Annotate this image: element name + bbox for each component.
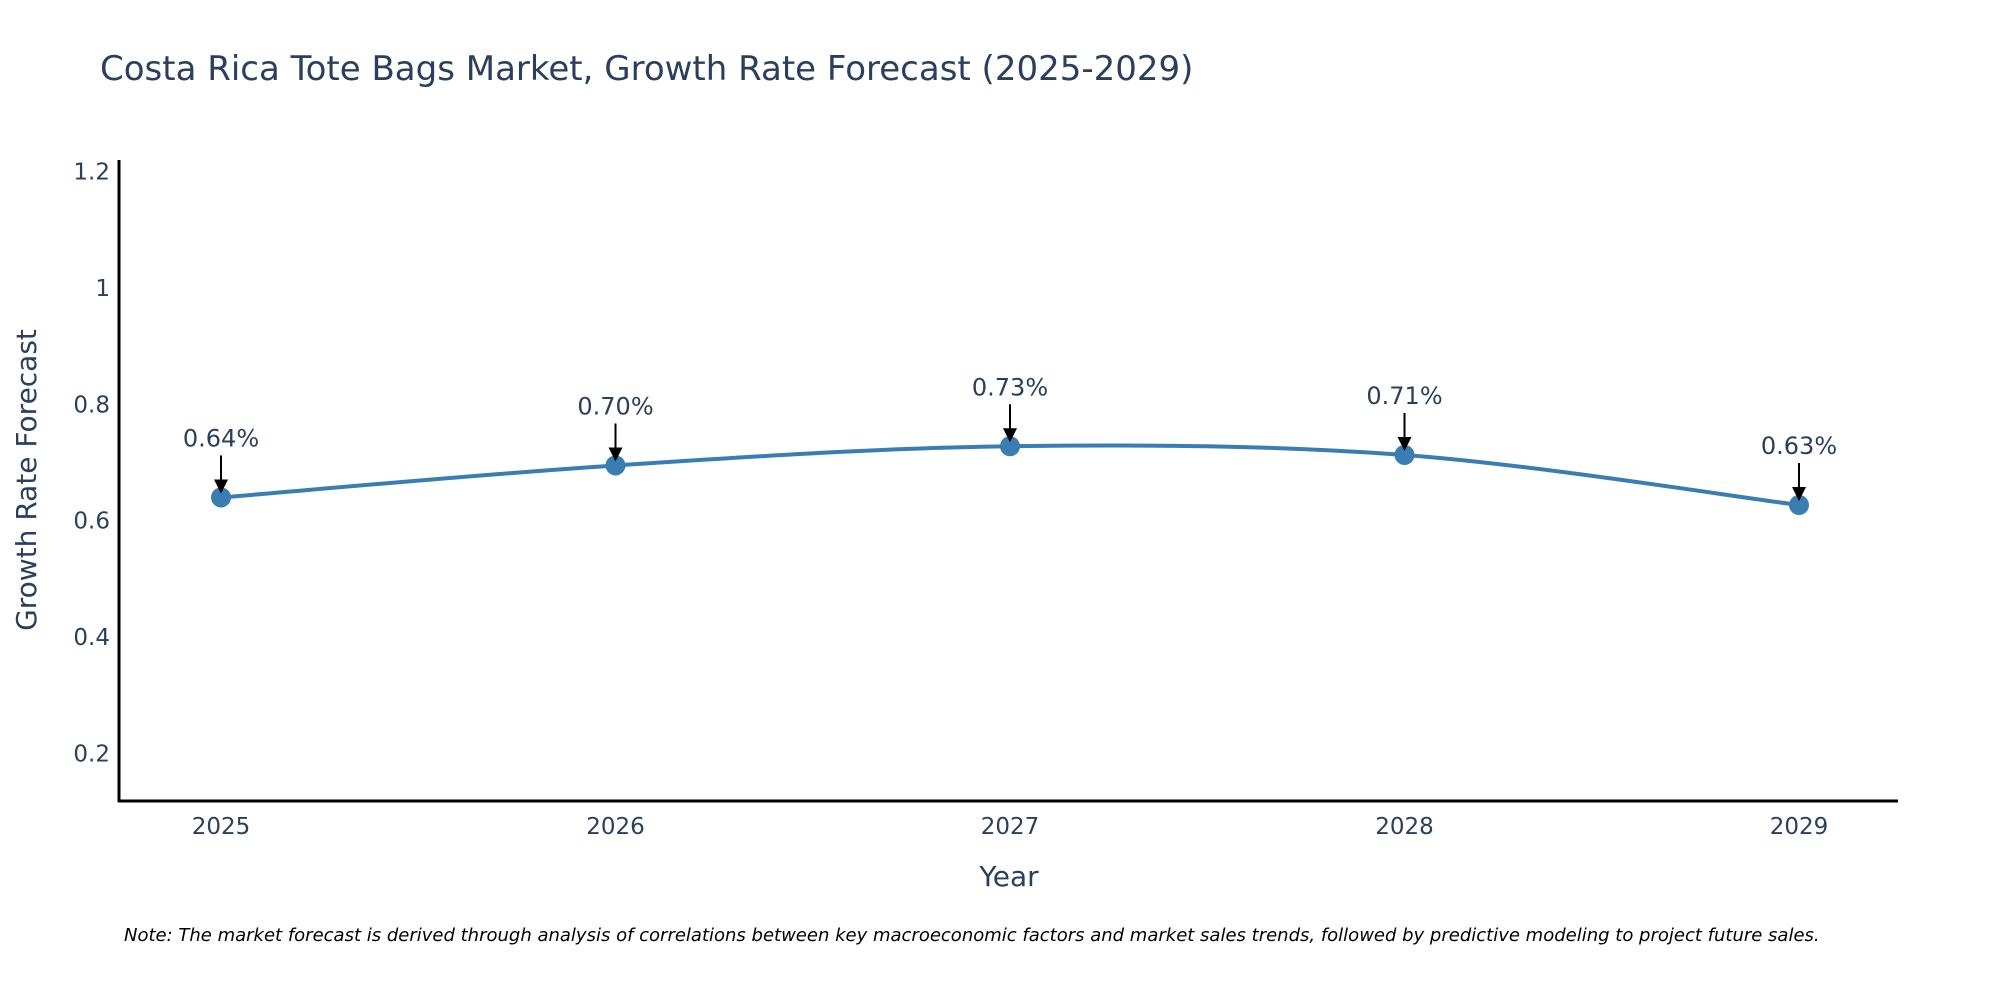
x-tick-label: 2028 [1375,814,1434,840]
chart-title: Costa Rica Tote Bags Market, Growth Rate… [100,49,1193,89]
x-tick-label: 2026 [586,814,645,840]
x-axis-title: Year [978,860,1039,893]
y-tick-label: 0.4 [73,625,110,651]
data-point[interactable] [1000,436,1020,457]
annotation-arrow-head [214,479,228,494]
data-point[interactable] [211,487,231,508]
annotation-arrow-head [1792,487,1806,502]
y-tick-label: 0.2 [73,741,110,767]
annotation-arrow-head [1003,428,1017,443]
y-axis-title: Growth Rate Forecast [10,329,43,631]
x-tick-label: 2029 [1770,814,1829,840]
data-point[interactable] [1789,495,1809,516]
x-tick-label: 2025 [192,814,251,840]
data-label: 0.64% [183,424,259,452]
data-points [211,436,1809,516]
annotation-arrow-head [608,447,623,462]
annotations: 0.64% 0.70% 0.73% 0.71% 0.63% [183,373,1837,502]
y-tick-label: 1 [95,276,110,302]
data-point[interactable] [605,455,626,476]
x-tick-label: 2027 [981,814,1040,840]
data-label: 0.63% [1761,432,1837,460]
data-point[interactable] [1394,444,1415,465]
x-axis-ticks: 2025 2026 2027 2028 2029 [192,814,1829,840]
y-axis-ticks: 0.2 0.4 0.6 0.8 1 1.2 [73,160,110,768]
data-label: 0.73% [972,373,1048,401]
footnote: Note: The market forecast is derived thr… [124,925,1820,946]
data-label: 0.70% [577,392,653,420]
y-tick-label: 0.6 [73,509,110,535]
data-label: 0.71% [1366,382,1442,410]
y-tick-label: 1.2 [73,160,110,186]
annotation-arrow-head [1397,436,1412,451]
y-tick-label: 0.8 [73,392,110,418]
